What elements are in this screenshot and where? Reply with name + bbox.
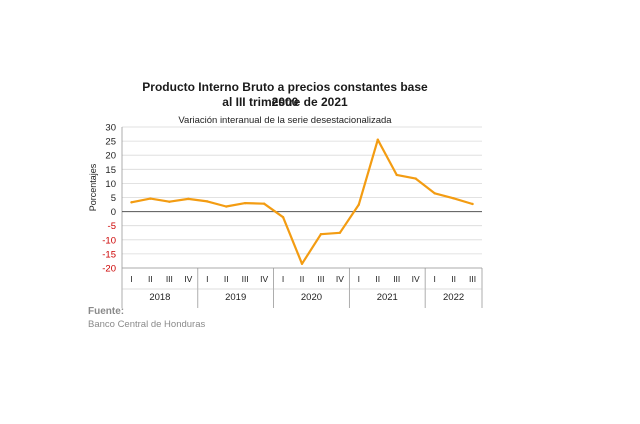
data-point bbox=[149, 197, 152, 200]
x-quarter-label: II bbox=[224, 274, 229, 284]
y-tick-label: -5 bbox=[108, 221, 116, 232]
y-axis-title: Porcentajes bbox=[88, 163, 98, 211]
x-quarter-label: I bbox=[358, 274, 360, 284]
x-quarter-label: IV bbox=[412, 274, 420, 284]
data-point bbox=[225, 205, 228, 208]
data-point bbox=[338, 231, 342, 234]
y-tick-label: 30 bbox=[105, 123, 116, 134]
y-tick-label: 10 bbox=[105, 179, 116, 190]
data-point bbox=[471, 202, 474, 206]
x-quarter-label: II bbox=[300, 274, 305, 284]
chart-title-line-2: al III trimestre de 2021 bbox=[222, 95, 348, 109]
series-line bbox=[130, 138, 474, 265]
x-quarter-label: IV bbox=[184, 274, 192, 284]
y-tick-label: 15 bbox=[105, 165, 116, 176]
chart-title-line-1: Producto Interno Bruto a precios constan… bbox=[142, 80, 428, 109]
data-point bbox=[414, 177, 417, 180]
data-point bbox=[206, 200, 209, 203]
data-point bbox=[452, 197, 455, 200]
data-point bbox=[130, 201, 133, 204]
x-year-label: 2021 bbox=[377, 292, 398, 303]
x-year-label: 2018 bbox=[149, 292, 170, 303]
x-quarter-label: I bbox=[282, 274, 284, 284]
y-tick-label: -20 bbox=[102, 264, 116, 275]
x-quarter-label: I bbox=[206, 274, 208, 284]
x-quarter-label: II bbox=[375, 274, 380, 284]
data-point bbox=[319, 232, 323, 236]
source-label: Fuente: bbox=[88, 306, 125, 317]
x-quarter-label: IV bbox=[260, 274, 268, 284]
x-quarter-label: III bbox=[166, 274, 173, 284]
x-year-label: 2020 bbox=[301, 292, 322, 303]
data-point bbox=[168, 200, 171, 203]
data-point bbox=[376, 138, 379, 141]
data-point bbox=[262, 202, 266, 205]
x-quarter-label: II bbox=[451, 274, 456, 284]
y-tick-label: 5 bbox=[111, 193, 116, 204]
data-point bbox=[357, 203, 361, 206]
data-point bbox=[395, 173, 398, 177]
x-quarter-label: IV bbox=[336, 274, 344, 284]
y-tick-label: -10 bbox=[102, 235, 116, 246]
y-tick-label: 0 bbox=[111, 207, 116, 218]
y-tick-label: -15 bbox=[102, 249, 116, 260]
source-text: Banco Central de Honduras bbox=[88, 319, 206, 330]
chart-subtitle: Variación interanual de la serie desesta… bbox=[178, 115, 392, 126]
x-year-label: 2019 bbox=[225, 292, 246, 303]
x-quarter-label: III bbox=[393, 274, 400, 284]
x-quarter-label: II bbox=[148, 274, 153, 284]
x-quarter-label: I bbox=[433, 274, 435, 284]
x-year-label: 2022 bbox=[443, 292, 464, 303]
x-quarter-label: III bbox=[242, 274, 249, 284]
y-tick-label: 25 bbox=[105, 137, 116, 148]
data-point bbox=[281, 216, 285, 219]
x-quarter-label: III bbox=[469, 274, 476, 284]
x-quarter-label: III bbox=[317, 274, 324, 284]
data-point bbox=[300, 262, 304, 265]
data-point bbox=[243, 201, 247, 205]
data-point bbox=[433, 192, 436, 195]
y-tick-label: 20 bbox=[105, 151, 116, 162]
data-point bbox=[187, 197, 190, 201]
x-quarter-label: I bbox=[130, 274, 132, 284]
